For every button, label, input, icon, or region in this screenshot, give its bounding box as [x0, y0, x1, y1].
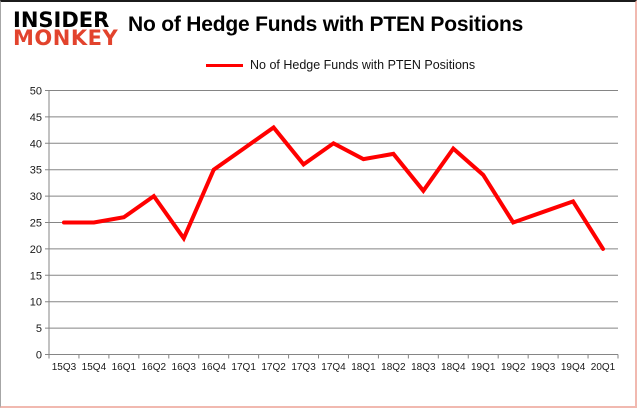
legend-line-swatch [206, 63, 243, 67]
legend: No of Hedge Funds with PTEN Positions [206, 58, 475, 72]
insider-monkey-logo: INSIDER MONKEY [13, 10, 118, 49]
x-axis-label: 15Q3 [52, 362, 77, 373]
x-axis-label: 15Q4 [82, 362, 107, 373]
chart-title: No of Hedge Funds with PTEN Positions [128, 13, 524, 36]
x-axis-label: 16Q1 [112, 362, 137, 373]
x-axis-label: 17Q3 [291, 362, 316, 373]
x-axis-label: 19Q1 [471, 362, 496, 373]
x-axis-label: 17Q2 [261, 362, 286, 373]
x-axis-label: 16Q2 [142, 362, 167, 373]
y-axis-label: 40 [30, 138, 42, 150]
logo-text-monkey: MONKEY [13, 26, 119, 50]
y-axis-label: 45 [30, 112, 42, 124]
x-axis-label: 18Q3 [411, 362, 436, 373]
y-axis-label: 10 [30, 297, 42, 309]
logo-text-insider: INSIDER [13, 8, 110, 32]
y-axis-label: 50 [30, 86, 42, 98]
y-axis-label: 35 [30, 165, 42, 177]
x-axis-label: 20Q1 [591, 362, 616, 373]
y-axis-label: 5 [36, 323, 42, 335]
x-axis-label: 16Q4 [201, 362, 226, 373]
x-axis-label: 19Q4 [561, 362, 586, 373]
x-axis-label: 17Q4 [321, 362, 346, 373]
y-axis-label: 25 [30, 218, 42, 230]
x-axis-label: 17Q1 [231, 362, 256, 373]
x-axis-label: 18Q4 [441, 362, 466, 373]
data-line [61, 124, 606, 251]
y-axis-label: 30 [30, 191, 42, 203]
x-axis-label: 18Q2 [381, 362, 406, 373]
x-axis-label: 19Q3 [531, 362, 556, 373]
legend-label: No of Hedge Funds with PTEN Positions [250, 58, 476, 72]
x-axis-label: 19Q2 [501, 362, 526, 373]
y-axis-label: 0 [36, 350, 42, 362]
x-axis-label: 18Q1 [351, 362, 376, 373]
x-axis-label: 16Q3 [172, 362, 197, 373]
y-axis-label: 20 [30, 244, 42, 256]
y-axis-label: 15 [30, 270, 42, 282]
